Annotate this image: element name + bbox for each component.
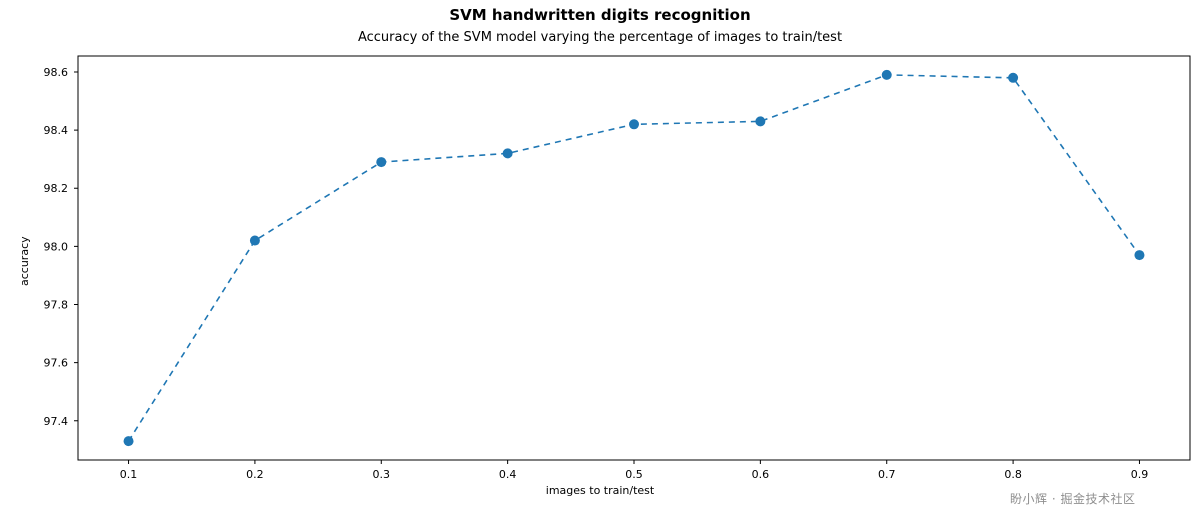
data-marker bbox=[124, 436, 134, 446]
data-marker bbox=[755, 116, 765, 126]
data-marker bbox=[376, 157, 386, 167]
x-tick-label: 0.3 bbox=[373, 468, 391, 481]
line-chart: 0.1 0.2 0.3 0.4 0.5 0.6 0.7 0.8 0.9 97.4 97.6 97.8 9… bbox=[0, 0, 1200, 511]
data-marker bbox=[250, 236, 260, 246]
x-tick-label: 0.8 bbox=[1004, 468, 1022, 481]
y-tick-label: 97.8 bbox=[44, 299, 69, 312]
y-tick-label: 97.4 bbox=[44, 415, 69, 428]
data-marker bbox=[882, 70, 892, 80]
data-marker bbox=[1008, 73, 1018, 83]
y-tick-label: 98.4 bbox=[44, 124, 69, 137]
data-marker bbox=[1134, 250, 1144, 260]
y-tick-label: 97.6 bbox=[44, 357, 69, 370]
y-tick-label: 98.6 bbox=[44, 66, 69, 79]
plot-area bbox=[78, 56, 1190, 460]
data-marker bbox=[629, 119, 639, 129]
data-marker bbox=[503, 148, 513, 158]
y-tick-label: 98.0 bbox=[44, 240, 69, 253]
y-tick-label: 98.2 bbox=[44, 182, 69, 195]
x-tick-label: 0.6 bbox=[752, 468, 770, 481]
x-tick-label: 0.7 bbox=[878, 468, 896, 481]
x-tick-label: 0.1 bbox=[120, 468, 138, 481]
x-tick-label: 0.5 bbox=[625, 468, 643, 481]
x-tick-label: 0.9 bbox=[1131, 468, 1149, 481]
x-tick-label: 0.4 bbox=[499, 468, 517, 481]
x-tick-label: 0.2 bbox=[246, 468, 264, 481]
